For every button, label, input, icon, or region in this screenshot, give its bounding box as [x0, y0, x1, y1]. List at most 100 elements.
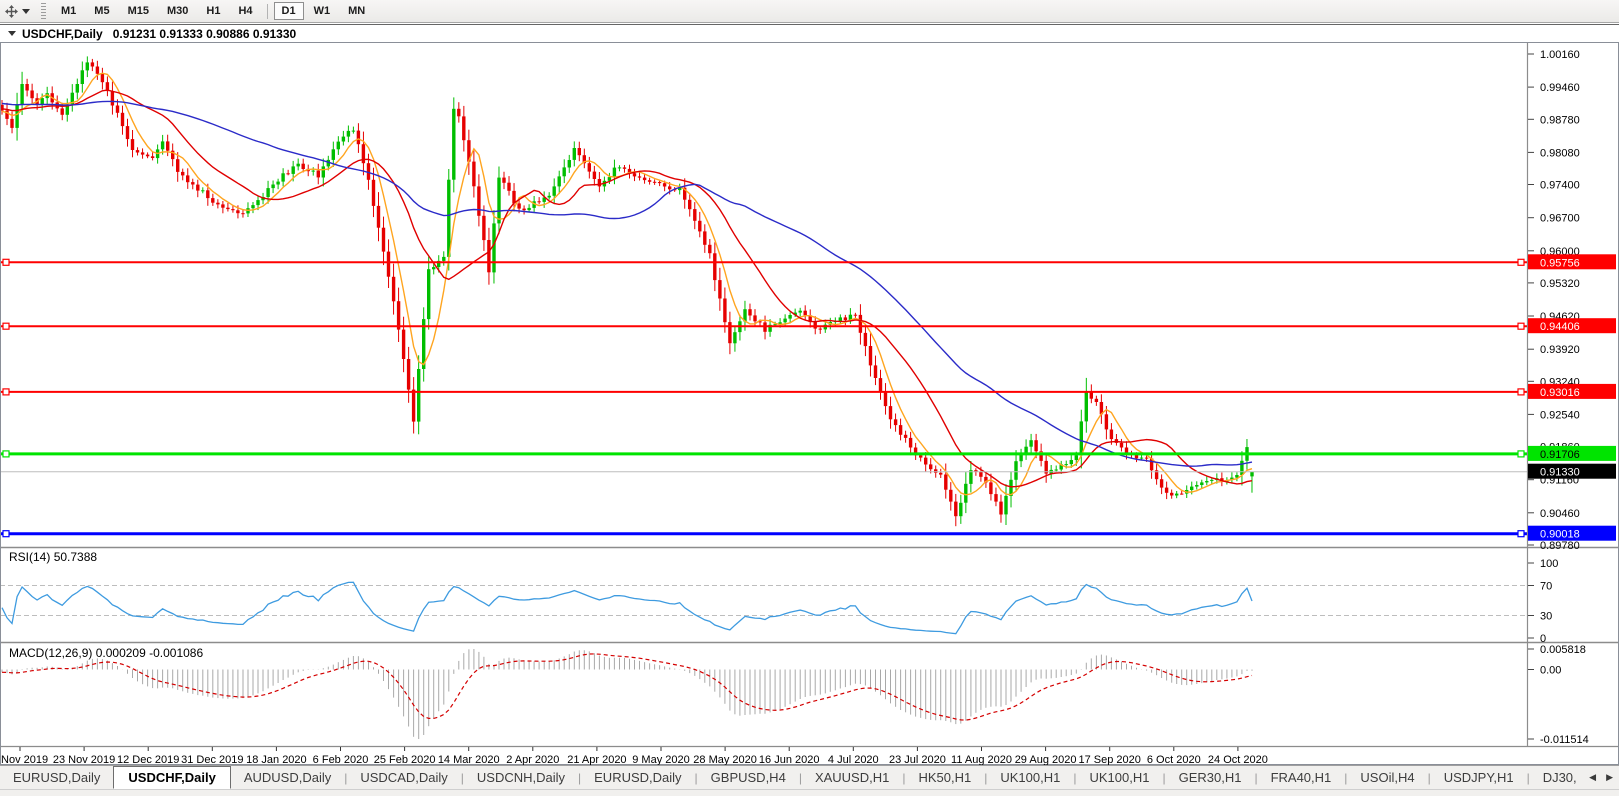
svg-text:11 Aug 2020: 11 Aug 2020 — [951, 754, 1012, 765]
tab-separator: | — [1254, 770, 1258, 785]
rsi-line — [1, 581, 1253, 635]
svg-text:4 Jul 2020: 4 Jul 2020 — [828, 754, 879, 765]
hline-anchor[interactable] — [1517, 450, 1525, 458]
svg-text:14 Mar 2020: 14 Mar 2020 — [438, 754, 500, 765]
tab-usdjpy-h1[interactable]: USDJPY,H1 — [1443, 770, 1514, 785]
svg-text:0.96000: 0.96000 — [1540, 246, 1580, 258]
svg-text:0.92540: 0.92540 — [1540, 409, 1580, 421]
tab-usoil-h4[interactable]: USOil,H4 — [1360, 770, 1415, 785]
timeframe-mn-button[interactable]: MN — [348, 5, 366, 17]
svg-text:12 Dec 2019: 12 Dec 2019 — [117, 754, 179, 765]
hline-anchor[interactable] — [2, 450, 10, 458]
tab-separator: | — [1427, 770, 1431, 785]
tab-uk100-h1[interactable]: UK100,H1 — [1000, 770, 1061, 785]
svg-text:0.91706: 0.91706 — [1540, 449, 1580, 461]
svg-text:100: 100 — [1540, 558, 1558, 570]
medium-ma-line — [1, 89, 1253, 488]
tab-audusd-daily[interactable]: AUDUSD,Daily — [243, 770, 332, 785]
svg-text:0.96700: 0.96700 — [1540, 213, 1580, 225]
svg-text:0.98780: 0.98780 — [1540, 114, 1580, 126]
svg-text:23 Nov 2019: 23 Nov 2019 — [53, 754, 115, 765]
toolbar-separator — [266, 3, 268, 19]
price-badge — [1528, 383, 1616, 399]
chevron-down-icon — [22, 8, 30, 14]
price-axis[interactable]: 1.00160 0.99460 0.98780 0.98080 0.97400 0.967… — [1528, 49, 1616, 746]
svg-text:0.93016: 0.93016 — [1540, 387, 1580, 399]
tab-eurusd-daily[interactable]: EURUSD,Daily — [13, 770, 101, 785]
svg-text:21 Apr 2020: 21 Apr 2020 — [567, 754, 626, 765]
svg-text:70: 70 — [1540, 581, 1552, 593]
hline-anchor[interactable] — [2, 388, 10, 396]
timeframe-toolbar: M1 M5 M15 M30 H1 H4 D1 W1 MN — [0, 0, 1619, 23]
price-badge — [1528, 525, 1616, 541]
tab-usdcnh-daily[interactable]: USDCNH,Daily — [476, 770, 566, 785]
tab-separator: | — [902, 770, 906, 785]
svg-text:1.00160: 1.00160 — [1540, 49, 1580, 61]
svg-text:25 Feb 2020: 25 Feb 2020 — [374, 754, 436, 765]
chart-symbol-title: USDCHF,Daily — [22, 26, 103, 41]
tab-scroll-left-icon[interactable]: ◀ — [1589, 772, 1597, 782]
symbol-dropdown-arrow-icon[interactable] — [8, 31, 16, 36]
svg-text:30: 30 — [1540, 611, 1552, 623]
timeframe-m1-button[interactable]: M1 — [61, 5, 77, 17]
tab-separator: | — [1526, 770, 1530, 785]
chart-title-bar: USDCHF,Daily 0.91231 0.91333 0.90886 0.9… — [0, 24, 1619, 42]
timeframe-h1-button[interactable]: H1 — [206, 5, 221, 17]
svg-text:-0.011514: -0.011514 — [1540, 734, 1589, 746]
svg-text:0.00: 0.00 — [1540, 665, 1561, 677]
hline-anchor[interactable] — [2, 530, 10, 538]
tab-uk100-h1[interactable]: UK100,H1 — [1089, 770, 1150, 785]
tab-separator: | — [1162, 770, 1166, 785]
svg-text:16 Jun 2020: 16 Jun 2020 — [759, 754, 820, 765]
svg-text:5 Nov 2019: 5 Nov 2019 — [0, 754, 48, 765]
svg-text:0.90460: 0.90460 — [1540, 508, 1580, 520]
svg-text:9 May 2020: 9 May 2020 — [632, 754, 689, 765]
svg-text:24 Oct 2020: 24 Oct 2020 — [1208, 754, 1268, 765]
hline-anchor[interactable] — [2, 322, 10, 330]
chart-tab-bar: EURUSD,Daily USDCHF,Daily AUDUSD,Daily | USD… — [0, 765, 1619, 789]
timeframe-m30-button[interactable]: M30 — [166, 5, 189, 17]
svg-text:0.98080: 0.98080 — [1540, 147, 1580, 159]
hline-anchor[interactable] — [1517, 322, 1525, 330]
timeframe-d1-button[interactable]: D1 — [273, 2, 304, 20]
timeframe-w1-button[interactable]: W1 — [313, 5, 331, 17]
tab-usdchf-daily[interactable]: USDCHF,Daily — [113, 766, 231, 789]
tab-scroll-right-icon[interactable]: ▶ — [1606, 772, 1613, 782]
svg-text:0.90018: 0.90018 — [1540, 529, 1580, 541]
timeframe-m5-button[interactable]: M5 — [94, 5, 110, 17]
hline-anchor[interactable] — [1517, 530, 1525, 538]
tab-separator: | — [344, 770, 348, 785]
tab-dj30-daily[interactable]: DJ30,Daily — [1542, 770, 1577, 785]
hline-anchor[interactable] — [1517, 388, 1525, 396]
svg-text:0.93920: 0.93920 — [1540, 344, 1580, 356]
tab-xauusd-h1[interactable]: XAUUSD,H1 — [814, 770, 890, 785]
svg-text:0.97400: 0.97400 — [1540, 180, 1580, 192]
tab-separator: | — [460, 770, 464, 785]
slow-ma-line — [1, 100, 1253, 467]
svg-text:0.95756: 0.95756 — [1540, 257, 1580, 269]
chart-ohlc-values: 0.91231 0.91333 0.90886 0.91330 — [112, 26, 297, 41]
svg-text:6 Feb 2020: 6 Feb 2020 — [313, 754, 369, 765]
cursor-tool-button[interactable] — [2, 4, 33, 18]
price-badge — [1528, 463, 1616, 479]
timeframe-m15-button[interactable]: M15 — [127, 5, 149, 17]
macd-signal-line — [1, 653, 1253, 721]
svg-text:18 Jan 2020: 18 Jan 2020 — [246, 754, 307, 765]
tab-fra40-h1[interactable]: FRA40,H1 — [1270, 770, 1332, 785]
macd-histogram — [1, 649, 1253, 739]
chart-tabs: EURUSD,Daily USDCHF,Daily AUDUSD,Daily | USD… — [0, 766, 1577, 790]
tab-hk50-h1[interactable]: HK50,H1 — [918, 770, 972, 785]
timeframe-h4-button[interactable]: H4 — [238, 5, 253, 17]
hline-anchor[interactable] — [1517, 258, 1525, 266]
chart-canvas[interactable]: 1.00160 0.99460 0.98780 0.98080 0.97400 0.967… — [0, 42, 1619, 765]
svg-text:0.91330: 0.91330 — [1540, 467, 1580, 479]
tab-usdcad-daily[interactable]: USDCAD,Daily — [360, 770, 448, 785]
toolbar-grip-handle[interactable] — [41, 3, 46, 19]
tab-eurusd-daily[interactable]: EURUSD,Daily — [594, 770, 682, 785]
tab-gbpusd-h4[interactable]: GBPUSD,H4 — [710, 770, 786, 785]
hline-anchor[interactable] — [2, 258, 10, 266]
tab-ger30-h1[interactable]: GER30,H1 — [1178, 770, 1242, 785]
svg-text:6 Oct 2020: 6 Oct 2020 — [1147, 754, 1201, 765]
